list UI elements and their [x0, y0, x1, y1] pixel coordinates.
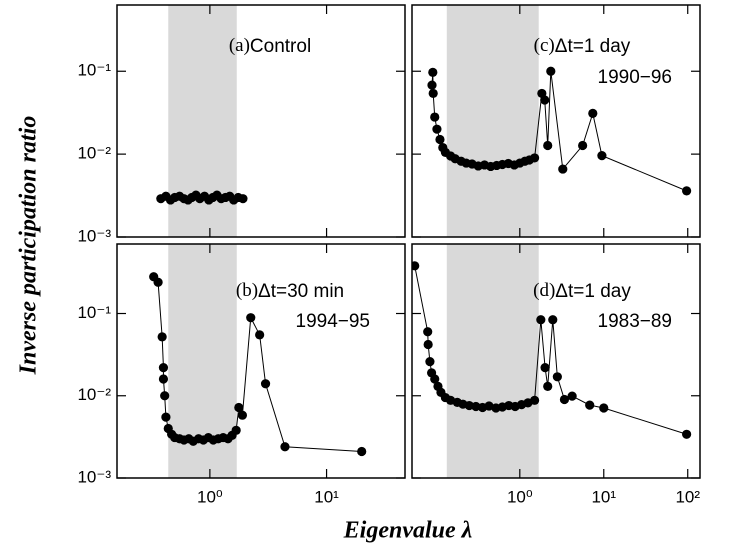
- data-point: [246, 313, 256, 323]
- panel-annotation: (b)Δt=30 min: [236, 280, 344, 302]
- x-tick-label: 10¹: [591, 487, 616, 506]
- data: [427, 66, 692, 196]
- data-point: [428, 88, 438, 99]
- panel-subtitle: 1983−89: [598, 311, 673, 332]
- data-point: [529, 395, 540, 405]
- data-point: [546, 66, 556, 76]
- y-tick-label: 10⁻²: [77, 385, 111, 404]
- shaded-band: [446, 244, 539, 478]
- data-point: [157, 332, 167, 342]
- data-point: [578, 140, 588, 151]
- data-point: [280, 442, 290, 452]
- panel-title: Δt=1 day: [555, 36, 631, 57]
- panel: 10⁻³ 10⁻² 10⁻¹ 10⁰ 10¹ (b)Δt=30 min 1994−95: [77, 243, 406, 506]
- panel-annotation: (c)Δt=1 day: [534, 35, 631, 57]
- data-point: [536, 315, 546, 325]
- data-point: [430, 112, 440, 122]
- data-point: [585, 400, 595, 410]
- plot-frame: [116, 4, 406, 238]
- data-point: [412, 261, 420, 271]
- data-point: [260, 379, 271, 389]
- panel-letter: (c): [534, 35, 555, 56]
- panel-title: Δt=1 day: [555, 281, 631, 302]
- data-point: [153, 277, 163, 287]
- panel-annotation: (d)Δt=1 day: [533, 280, 631, 302]
- panel-letter: (b): [236, 280, 258, 301]
- data: [412, 261, 692, 439]
- data-point: [529, 153, 540, 163]
- y-tick-label: 10⁻³: [77, 226, 111, 245]
- data-point: [558, 164, 568, 174]
- data-point: [428, 67, 438, 77]
- data-point: [552, 372, 562, 382]
- data-point: [237, 410, 248, 420]
- data-point: [597, 150, 607, 161]
- data-point: [484, 401, 494, 411]
- panel-title: Δt=30 min: [258, 281, 344, 302]
- data-point: [567, 391, 577, 401]
- data-point: [234, 402, 244, 413]
- panel: 10⁰ 10¹ 10² (d)Δt=1 day 1983−89: [411, 243, 701, 506]
- data-point: [540, 95, 550, 105]
- data-point: [682, 186, 692, 196]
- plot-frame: [411, 4, 701, 238]
- data-point: [543, 381, 553, 391]
- data-point: [427, 80, 437, 90]
- panel-annotation: (a)Control: [229, 35, 311, 57]
- y-axis-label: Inverse participation ratio: [16, 116, 42, 376]
- panel: 10⁻³ 10⁻² 10⁻¹ (a)Control: [77, 4, 406, 245]
- data-point: [543, 140, 553, 151]
- plot-frame: [116, 243, 406, 479]
- x-axis-label: Eigenvalue λ: [343, 518, 473, 544]
- x-tick-label: 10⁰: [507, 487, 533, 506]
- y-tick-label: 10⁻³: [77, 467, 111, 486]
- panel-subtitle: 1994−95: [296, 311, 371, 332]
- data-point: [255, 330, 265, 340]
- data-point: [423, 339, 433, 350]
- panel: (c)Δt=1 day 1990−96: [411, 4, 701, 238]
- data-point: [548, 315, 558, 325]
- data-point: [588, 108, 598, 119]
- y-tick-label: 10⁻²: [77, 144, 111, 163]
- x-tick-label: 10⁰: [197, 487, 223, 506]
- panel-letter: (a): [229, 35, 250, 56]
- data-point: [432, 124, 442, 134]
- data-point: [158, 362, 169, 373]
- panel-title: Control: [250, 36, 311, 57]
- plot-frame: [411, 243, 701, 479]
- data: [156, 190, 248, 205]
- data-point: [559, 394, 570, 405]
- data-point: [599, 403, 609, 413]
- data-point: [430, 374, 440, 384]
- data-point: [160, 391, 170, 401]
- y-tick-label: 10⁻¹: [77, 61, 111, 80]
- data-point: [357, 446, 367, 457]
- panel-letter: (d): [533, 280, 555, 301]
- data-point: [425, 357, 435, 367]
- shaded-band: [446, 5, 539, 237]
- data-point: [231, 425, 241, 435]
- data: [149, 272, 367, 457]
- x-tick-label: 10²: [675, 487, 700, 506]
- panel-subtitle: 1990−96: [598, 67, 673, 88]
- data-point: [423, 327, 433, 337]
- data-point: [682, 429, 692, 439]
- data-point: [158, 374, 169, 384]
- data-point: [540, 362, 550, 373]
- y-tick-label: 10⁻¹: [77, 303, 111, 322]
- data-point: [161, 412, 171, 422]
- x-tick-label: 10¹: [314, 487, 339, 506]
- data-point: [435, 134, 445, 145]
- data-point: [238, 194, 248, 204]
